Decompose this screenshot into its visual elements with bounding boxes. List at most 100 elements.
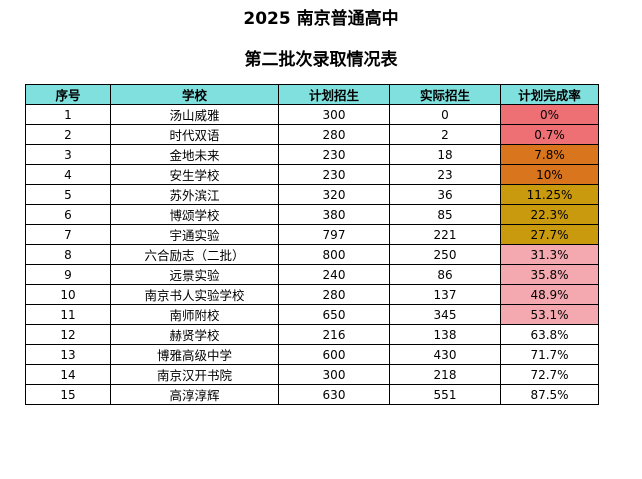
cell-planned: 800 (278, 244, 390, 265)
cell-completion-rate: 0.7% (500, 124, 599, 145)
cell-completion-rate: 72.7% (500, 364, 599, 385)
cell-number: 3 (25, 144, 111, 165)
table-row: 15 高淳淳辉 630 551 87.5% (25, 384, 599, 405)
cell-completion-rate: 35.8% (500, 264, 599, 285)
cell-planned: 300 (278, 104, 390, 125)
table-row: 9 远景实验 240 86 35.8% (25, 264, 599, 285)
cell-completion-rate: 27.7% (500, 224, 599, 245)
table-row: 6 博颂学校 380 85 22.3% (25, 204, 599, 225)
table-row: 2 时代双语 280 2 0.7% (25, 124, 599, 145)
cell-planned: 230 (278, 164, 390, 185)
cell-school: 高淳淳辉 (110, 384, 279, 405)
cell-planned: 797 (278, 224, 390, 245)
cell-completion-rate: 31.3% (500, 244, 599, 265)
cell-school: 时代双语 (110, 124, 279, 145)
cell-actual: 85 (389, 204, 501, 225)
cell-actual: 36 (389, 184, 501, 205)
table-row: 1 汤山威雅 300 0 0% (25, 104, 599, 125)
table-body: 1 汤山威雅 300 0 0% 2 时代双语 280 2 0.7% 3 金地未来 230 18 7.8% 4 安… (25, 104, 599, 405)
cell-actual: 551 (389, 384, 501, 405)
table-title: 第二批次录取情况表 (244, 50, 398, 70)
cell-planned: 600 (278, 344, 390, 365)
page-title: 2025 南京普通高中 (243, 9, 399, 29)
table-row: 8 六合励志（二批） 800 250 31.3% (25, 244, 599, 265)
column-header-actual: 实际招生 (389, 84, 501, 105)
cell-actual: 430 (389, 344, 501, 365)
cell-actual: 23 (389, 164, 501, 185)
table-row: 4 安生学校 230 23 10% (25, 164, 599, 185)
cell-number: 5 (25, 184, 111, 205)
cell-school: 安生学校 (110, 164, 279, 185)
table-row: 12 赫贤学校 216 138 63.8% (25, 324, 599, 345)
table-row: 13 博雅高级中学 600 430 71.7% (25, 344, 599, 365)
cell-planned: 380 (278, 204, 390, 225)
cell-number: 11 (25, 304, 111, 325)
cell-school: 苏外滨江 (110, 184, 279, 205)
cell-number: 14 (25, 364, 111, 385)
cell-completion-rate: 22.3% (500, 204, 599, 225)
table-row: 3 金地未来 230 18 7.8% (25, 144, 599, 165)
cell-school: 赫贤学校 (110, 324, 279, 345)
cell-completion-rate: 63.8% (500, 324, 599, 345)
cell-school: 金地未来 (110, 144, 279, 165)
cell-number: 12 (25, 324, 111, 345)
cell-actual: 2 (389, 124, 501, 145)
cell-planned: 280 (278, 284, 390, 305)
table-row: 10 南京书人实验学校 280 137 48.9% (25, 284, 599, 305)
cell-completion-rate: 87.5% (500, 384, 599, 405)
cell-completion-rate: 0% (500, 104, 599, 125)
cell-actual: 18 (389, 144, 501, 165)
column-header-completion-rate: 计划完成率 (500, 84, 599, 105)
cell-number: 15 (25, 384, 111, 405)
cell-school: 汤山威雅 (110, 104, 279, 125)
cell-number: 6 (25, 204, 111, 225)
cell-school: 南京汉开书院 (110, 364, 279, 385)
cell-number: 13 (25, 344, 111, 365)
cell-planned: 240 (278, 264, 390, 285)
cell-school: 博雅高级中学 (110, 344, 279, 365)
cell-number: 7 (25, 224, 111, 245)
cell-school: 远景实验 (110, 264, 279, 285)
cell-number: 10 (25, 284, 111, 305)
cell-completion-rate: 48.9% (500, 284, 599, 305)
cell-school: 宇通实验 (110, 224, 279, 245)
cell-actual: 221 (389, 224, 501, 245)
cell-school: 南京书人实验学校 (110, 284, 279, 305)
cell-completion-rate: 7.8% (500, 144, 599, 165)
cell-completion-rate: 53.1% (500, 304, 599, 325)
enrollment-table: 序号 学校 计划招生 实际招生 计划完成率 1 汤山威雅 300 0 0% 2 时代双语 28… (25, 84, 599, 405)
cell-actual: 0 (389, 104, 501, 125)
column-header-school: 学校 (110, 84, 279, 105)
table-row: 11 南师附校 650 345 53.1% (25, 304, 599, 325)
cell-actual: 345 (389, 304, 501, 325)
cell-number: 9 (25, 264, 111, 285)
column-header-planned: 计划招生 (278, 84, 390, 105)
cell-actual: 137 (389, 284, 501, 305)
cell-actual: 250 (389, 244, 501, 265)
cell-planned: 280 (278, 124, 390, 145)
table-row: 7 宇通实验 797 221 27.7% (25, 224, 599, 245)
cell-actual: 86 (389, 264, 501, 285)
cell-actual: 138 (389, 324, 501, 345)
cell-completion-rate: 71.7% (500, 344, 599, 365)
cell-planned: 300 (278, 364, 390, 385)
cell-planned: 630 (278, 384, 390, 405)
cell-number: 4 (25, 164, 111, 185)
cell-school: 六合励志（二批） (110, 244, 279, 265)
cell-number: 8 (25, 244, 111, 265)
cell-number: 2 (25, 124, 111, 145)
cell-planned: 216 (278, 324, 390, 345)
cell-school: 南师附校 (110, 304, 279, 325)
column-header-number: 序号 (25, 84, 111, 105)
table-header-row: 序号 学校 计划招生 实际招生 计划完成率 (25, 84, 599, 105)
cell-planned: 320 (278, 184, 390, 205)
cell-school: 博颂学校 (110, 204, 279, 225)
cell-planned: 650 (278, 304, 390, 325)
cell-completion-rate: 11.25% (500, 184, 599, 205)
cell-planned: 230 (278, 144, 390, 165)
table-row: 14 南京汉开书院 300 218 72.7% (25, 364, 599, 385)
cell-completion-rate: 10% (500, 164, 599, 185)
cell-actual: 218 (389, 364, 501, 385)
cell-number: 1 (25, 104, 111, 125)
table-row: 5 苏外滨江 320 36 11.25% (25, 184, 599, 205)
